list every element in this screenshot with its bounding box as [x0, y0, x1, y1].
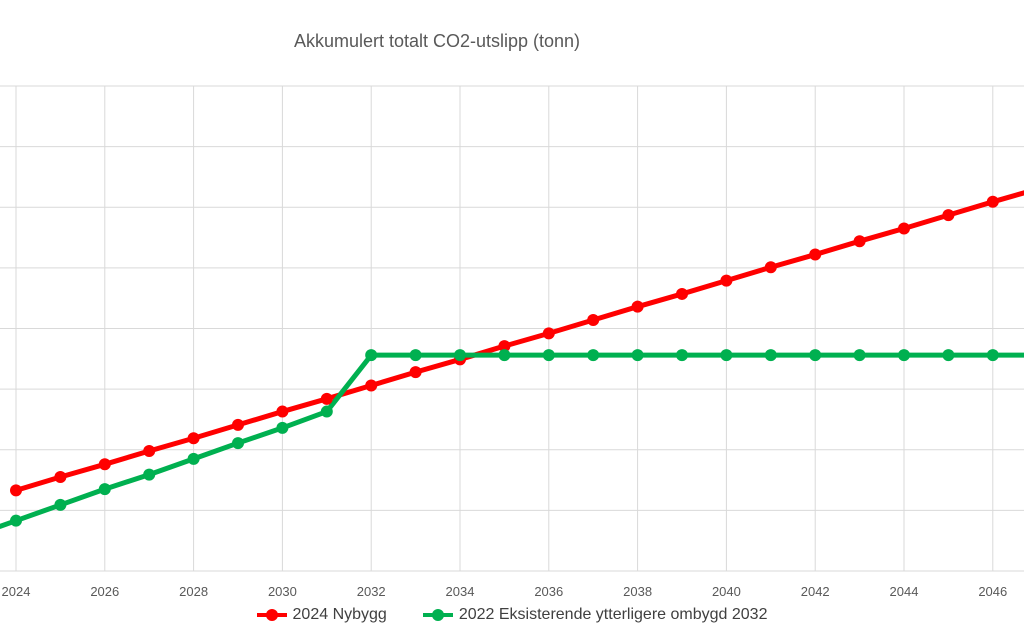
data-point: [143, 468, 156, 481]
data-point: [454, 349, 466, 362]
data-point: [853, 349, 866, 362]
series-line: [13, 190, 1024, 493]
data-point: [898, 222, 910, 235]
x-tick-label: 2030: [268, 584, 297, 599]
data-point: [10, 514, 22, 527]
data-point: [720, 274, 733, 287]
legend-label: 2022 Eksisterende ytterligere ombygd 203…: [458, 606, 768, 623]
data-point: [809, 248, 822, 261]
data-point: [98, 458, 111, 471]
data-point: [320, 392, 333, 405]
x-tick-label: 2044: [890, 584, 919, 599]
legend-swatch-red: [256, 609, 287, 621]
data-point: [542, 327, 555, 340]
data-point: [587, 314, 600, 327]
x-tick-label: 2038: [623, 584, 652, 599]
data-point: [232, 418, 244, 431]
data-point: [498, 340, 511, 353]
x-tick-label: 2046: [978, 584, 1007, 599]
series-line: [0, 352, 1024, 529]
data-point: [54, 471, 67, 484]
data-point: [631, 349, 644, 362]
data-point: [409, 366, 422, 379]
data-point: [143, 444, 156, 457]
x-tick-labels: 2024 2026 2028 2030 2032 2034 2036 2038 2040 2042…: [2, 584, 1008, 599]
data-point: [498, 349, 511, 362]
data-point: [986, 349, 999, 362]
data-point: [365, 349, 378, 362]
data-point: [187, 432, 200, 445]
gridlines: [0, 85, 1024, 572]
x-tick-label: 2026: [90, 584, 119, 599]
data-point: [10, 484, 22, 497]
data-point: [764, 349, 777, 362]
data-point: [764, 261, 777, 274]
x-tick-label: 2024: [2, 584, 31, 599]
series-points: [10, 195, 999, 527]
data-point: [587, 349, 600, 362]
data-point: [942, 349, 955, 362]
data-point: [542, 349, 555, 362]
data-point: [232, 437, 244, 450]
x-tick-label: 2034: [446, 584, 475, 599]
x-tick-label: 2040: [712, 584, 741, 599]
data-point: [98, 483, 111, 496]
legend: 2024 Nybygg 2022 Eksisterende ytterliger…: [0, 606, 1024, 624]
data-point: [631, 300, 644, 313]
legend-label: 2024 Nybygg: [292, 606, 387, 623]
legend-swatch-green: [422, 609, 453, 621]
legend-item-eksisterende[interactable]: 2022 Eksisterende ytterligere ombygd 203…: [422, 606, 768, 624]
data-point: [276, 405, 289, 418]
data-point: [409, 349, 422, 362]
data-point: [676, 349, 688, 362]
data-point: [276, 421, 289, 434]
x-tick-label: 2042: [801, 584, 830, 599]
legend-item-nybygg[interactable]: 2024 Nybygg: [256, 606, 387, 624]
x-tick-label: 2032: [357, 584, 386, 599]
data-point: [898, 349, 910, 362]
data-point: [986, 195, 999, 208]
data-point: [853, 235, 866, 248]
data-point: [365, 379, 378, 392]
chart-title: Akkumulert totalt CO2-utslipp (tonn): [293, 31, 581, 51]
x-tick-label: 2028: [179, 584, 208, 599]
data-point: [676, 287, 688, 300]
data-point: [720, 349, 733, 362]
data-point: [54, 498, 67, 511]
data-point: [187, 452, 200, 465]
data-point: [942, 209, 955, 222]
data-point: [809, 349, 822, 362]
data-point: [320, 405, 333, 418]
x-tick-label: 2036: [534, 584, 563, 599]
